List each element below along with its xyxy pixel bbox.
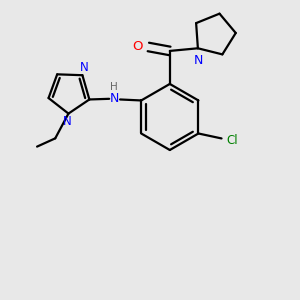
Text: N: N — [80, 61, 88, 74]
Text: O: O — [132, 40, 142, 53]
Text: N: N — [62, 115, 71, 128]
Text: Cl: Cl — [226, 134, 238, 147]
Text: H: H — [110, 82, 118, 92]
Text: N: N — [110, 92, 119, 105]
Text: N: N — [194, 54, 203, 67]
